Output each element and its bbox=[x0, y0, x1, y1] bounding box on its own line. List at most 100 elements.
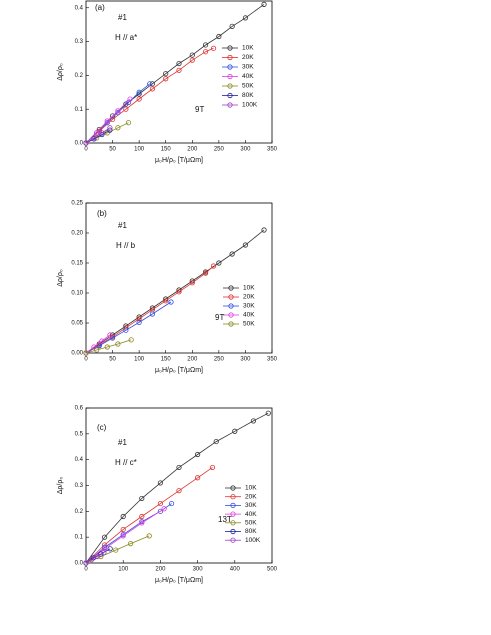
series-line bbox=[85, 301, 172, 354]
legend-label: 80K bbox=[242, 92, 254, 99]
annotation: H // c* bbox=[115, 458, 137, 467]
data-point bbox=[176, 464, 182, 471]
annotation: 9T bbox=[195, 105, 204, 114]
annotation: #1 bbox=[118, 13, 127, 22]
x-tick-label: 350 bbox=[267, 147, 278, 153]
data-point bbox=[202, 270, 209, 276]
data-point bbox=[94, 553, 100, 560]
data-point bbox=[210, 263, 217, 269]
data-point bbox=[146, 533, 152, 539]
legend-marker bbox=[230, 485, 236, 491]
series-line bbox=[85, 229, 265, 354]
data-point bbox=[195, 475, 201, 481]
data-point bbox=[229, 251, 235, 257]
data-point bbox=[213, 438, 219, 445]
annotation: H // a* bbox=[115, 33, 137, 42]
annotation: (c) bbox=[97, 423, 107, 432]
data-point bbox=[83, 350, 89, 356]
legend-marker bbox=[227, 92, 233, 99]
legend-marker bbox=[228, 312, 234, 318]
legend-marker bbox=[227, 54, 233, 61]
data-point bbox=[107, 546, 113, 552]
data-point bbox=[83, 560, 89, 566]
y-tick-label: 0.6 bbox=[75, 406, 84, 412]
data-point bbox=[202, 42, 209, 48]
x-tick-label: 0 bbox=[84, 147, 88, 153]
series-line bbox=[85, 339, 132, 354]
y-tick-label: 0.4 bbox=[75, 5, 84, 11]
legend-marker bbox=[230, 494, 236, 500]
x-tick-label: 150 bbox=[161, 147, 172, 153]
x-tick-label: 0 bbox=[84, 357, 88, 363]
data-point bbox=[209, 464, 216, 471]
legend-marker bbox=[228, 294, 234, 300]
data-point bbox=[123, 101, 129, 107]
x-tick-label: 150 bbox=[161, 357, 172, 363]
series-line bbox=[85, 265, 214, 354]
legend-label: 50K bbox=[243, 321, 255, 328]
data-point bbox=[115, 108, 121, 114]
legend-marker bbox=[230, 511, 236, 517]
data-point bbox=[136, 96, 142, 102]
data-point bbox=[96, 343, 102, 349]
legend-label: 80K bbox=[245, 528, 257, 535]
x-tick-label: 400 bbox=[230, 567, 241, 573]
x-tick-label: 350 bbox=[267, 357, 278, 363]
legend-label: 50K bbox=[242, 83, 254, 90]
data-point bbox=[163, 71, 169, 77]
legend-label: 40K bbox=[242, 73, 254, 80]
data-point bbox=[176, 67, 182, 73]
series-line bbox=[85, 4, 265, 144]
data-point bbox=[147, 81, 153, 87]
data-point bbox=[98, 551, 104, 557]
data-point bbox=[123, 327, 129, 333]
data-point bbox=[250, 418, 256, 424]
data-point bbox=[161, 506, 167, 512]
data-point bbox=[229, 23, 235, 29]
series-line bbox=[85, 412, 269, 564]
x-tick-label: 300 bbox=[240, 147, 251, 153]
data-point bbox=[99, 130, 105, 136]
x-axis-label: μ₀H/ρ₀ [T/μΩm] bbox=[155, 577, 203, 584]
data-point bbox=[176, 488, 182, 494]
legend-marker bbox=[227, 64, 233, 70]
data-point bbox=[120, 533, 126, 539]
x-tick-label: 250 bbox=[214, 147, 225, 153]
series-line bbox=[85, 334, 111, 354]
x-axis-label: μ₀H/ρ₀ [T/μΩm] bbox=[155, 367, 203, 374]
data-point bbox=[104, 344, 110, 350]
annotation: (a) bbox=[95, 3, 105, 12]
x-tick-label: 100 bbox=[134, 147, 145, 153]
data-point bbox=[113, 547, 119, 553]
legend-label: 10K bbox=[242, 45, 254, 52]
y-tick-label: 0.3 bbox=[75, 39, 84, 45]
panel: 0 50 100 150 200 250 300 350 0.0 0.1 0.2 0.3 0.4 μ₀H/… bbox=[57, 0, 278, 164]
data-point bbox=[242, 15, 249, 21]
x-tick-label: 300 bbox=[193, 567, 204, 573]
legend-label: 30K bbox=[242, 64, 254, 71]
data-point bbox=[109, 335, 116, 341]
legend-marker bbox=[230, 528, 236, 535]
data-point bbox=[94, 130, 100, 136]
legend-label: 30K bbox=[243, 303, 255, 310]
legend-marker bbox=[230, 502, 236, 508]
y-tick-label: 0.4 bbox=[75, 457, 84, 463]
legend-label: 100K bbox=[245, 537, 261, 544]
data-point bbox=[123, 106, 129, 112]
data-point bbox=[242, 242, 249, 248]
data-point bbox=[149, 86, 156, 92]
y-tick-label: 0.15 bbox=[71, 261, 83, 267]
series-line bbox=[85, 129, 111, 144]
y-tick-label: 0.0 bbox=[75, 141, 84, 147]
x-tick-label: 0 bbox=[84, 567, 88, 573]
data-point bbox=[163, 76, 169, 82]
y-tick-label: 0.1 bbox=[75, 535, 84, 541]
legend-label: 10K bbox=[245, 485, 257, 492]
data-point bbox=[168, 500, 175, 507]
legend-label: 100K bbox=[242, 102, 258, 109]
data-point bbox=[195, 451, 201, 458]
annotation: #1 bbox=[118, 438, 127, 447]
data-point bbox=[265, 410, 271, 416]
y-axis-label: Δρ/ρ₀ bbox=[57, 63, 64, 81]
y-axis-label: Δρ/ρ₀ bbox=[57, 477, 64, 495]
